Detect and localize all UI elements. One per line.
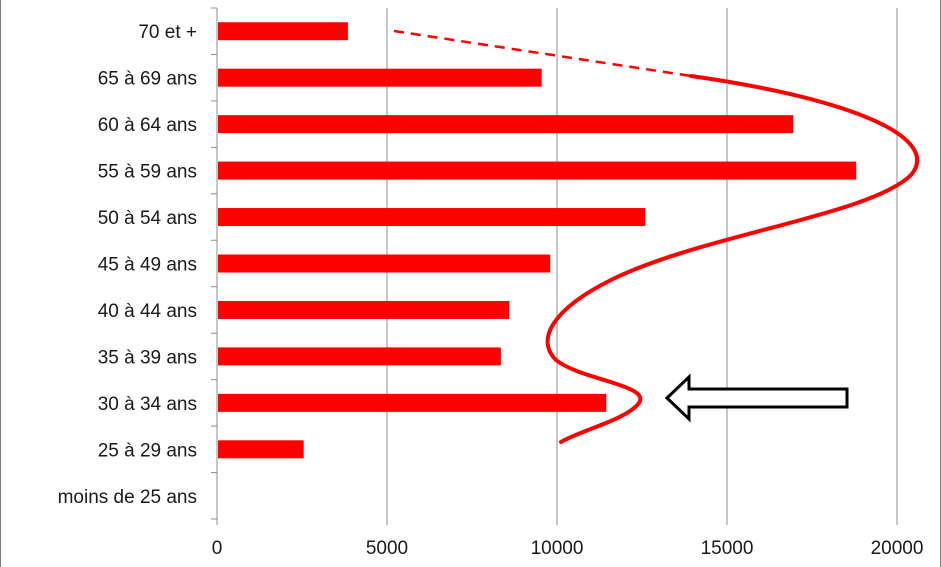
x-tick-label: 10000 bbox=[531, 538, 584, 559]
x-tick-label: 5000 bbox=[366, 538, 408, 559]
category-labels: moins de 25 ans 25 à 29 ans 30 à 34 ans 35 … bbox=[58, 22, 197, 508]
x-tick-labels: 0 5000 10000 15000 20000 bbox=[212, 538, 924, 559]
trend-curve bbox=[545, 74, 919, 444]
bar bbox=[218, 208, 646, 227]
category-label: 35 à 39 ans bbox=[98, 347, 197, 368]
bar bbox=[218, 300, 510, 319]
category-label: 65 à 69 ans bbox=[98, 69, 197, 90]
bar bbox=[218, 254, 551, 273]
axes bbox=[211, 7, 898, 525]
arrow-left-icon bbox=[664, 373, 849, 423]
category-label: 45 à 49 ans bbox=[98, 255, 197, 276]
bar bbox=[218, 115, 794, 134]
x-tick-label: 15000 bbox=[701, 538, 754, 559]
category-label: 50 à 54 ans bbox=[98, 208, 197, 229]
category-label: 25 à 29 ans bbox=[98, 440, 197, 461]
category-label: 60 à 64 ans bbox=[98, 115, 197, 136]
bars bbox=[218, 22, 857, 459]
bar bbox=[218, 161, 857, 180]
category-label: 30 à 34 ans bbox=[98, 394, 197, 415]
bar bbox=[218, 347, 501, 366]
category-label: 70 et + bbox=[138, 22, 197, 43]
x-tick-label: 20000 bbox=[871, 538, 924, 559]
bar bbox=[218, 393, 607, 412]
category-label: moins de 25 ans bbox=[58, 487, 197, 508]
bar bbox=[218, 68, 542, 87]
x-tick-label: 0 bbox=[212, 538, 223, 559]
bar bbox=[218, 440, 304, 459]
bar bbox=[218, 22, 348, 41]
category-label: 55 à 59 ans bbox=[98, 162, 197, 183]
category-label: 40 à 44 ans bbox=[98, 301, 197, 322]
